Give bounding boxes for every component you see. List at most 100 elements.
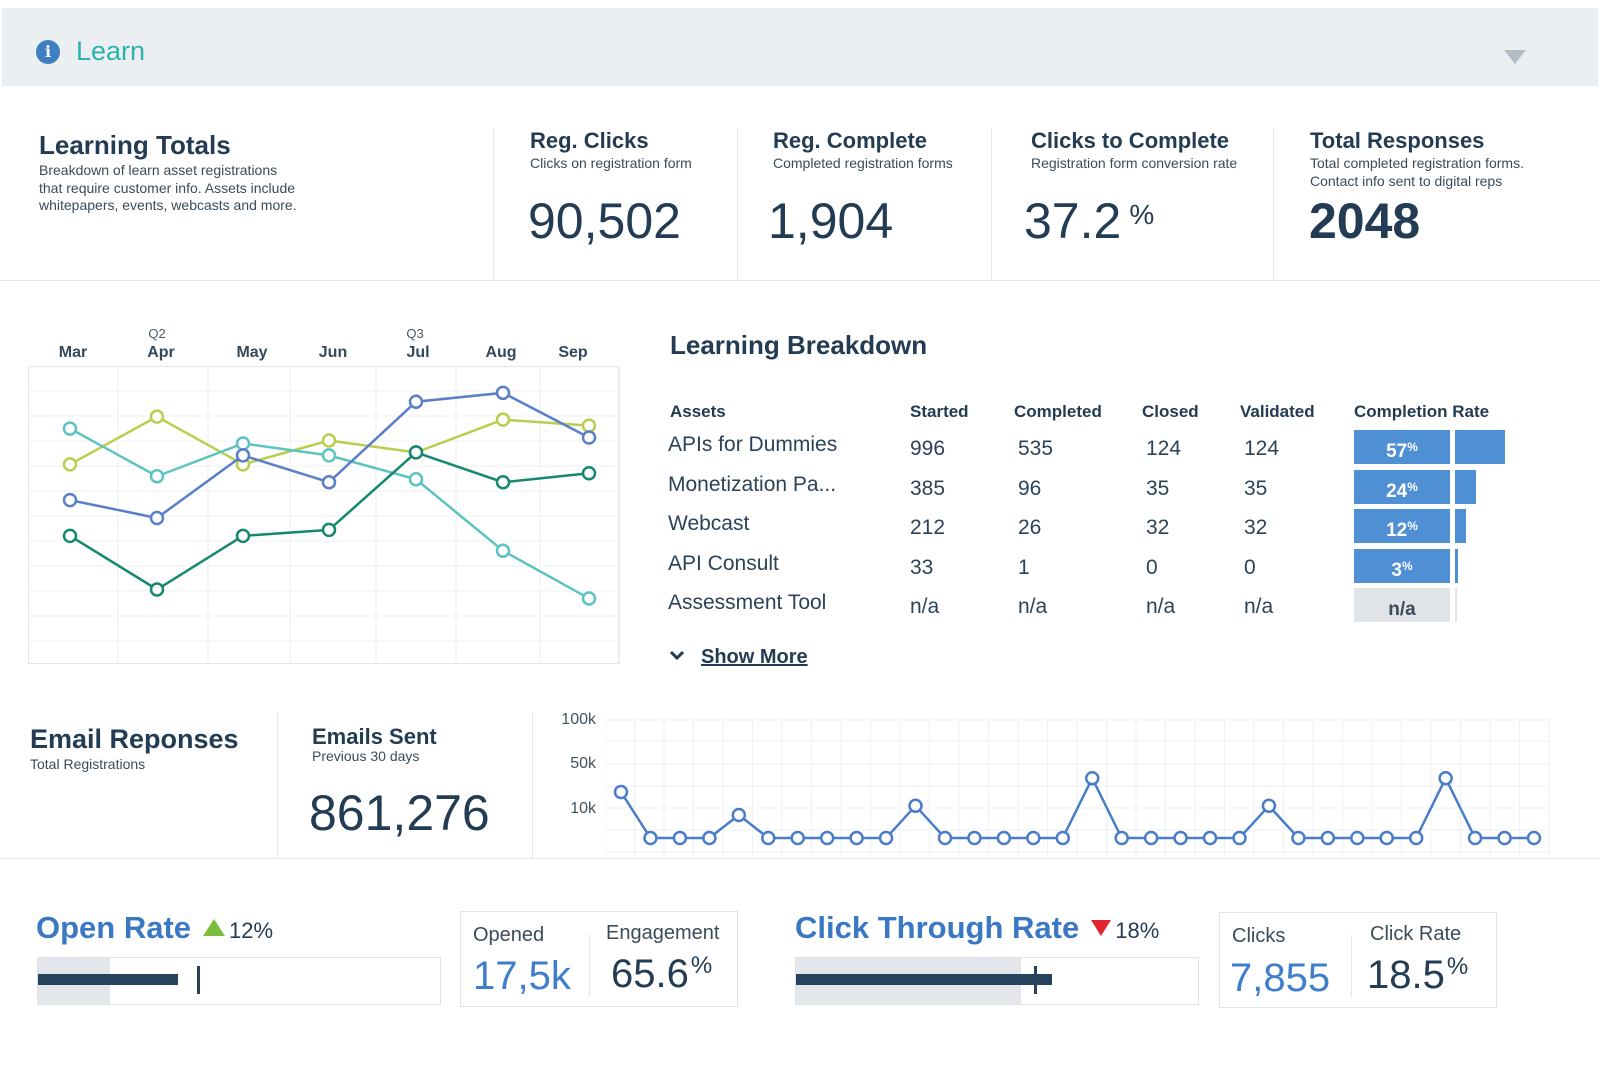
opened-label: Opened bbox=[473, 924, 545, 946]
engagement-label: Engagement bbox=[606, 922, 720, 944]
target-marker bbox=[197, 966, 200, 994]
data-point bbox=[878, 830, 894, 846]
data-point bbox=[235, 528, 251, 544]
data-point bbox=[1202, 830, 1218, 846]
data-point bbox=[790, 830, 805, 846]
email-subtitle: Total Registrations bbox=[30, 756, 146, 772]
completion-rate-label: n/a bbox=[1354, 588, 1450, 622]
cell-started: 33 bbox=[910, 555, 934, 579]
completion-rate-bar bbox=[1455, 588, 1457, 622]
kpi-title: Reg. Complete bbox=[773, 128, 928, 153]
completion-rate-label: 57% bbox=[1354, 430, 1450, 464]
data-point bbox=[581, 591, 597, 606]
click-rate-value: 18.5% bbox=[1367, 953, 1469, 997]
show-more-link[interactable]: Show More bbox=[701, 646, 808, 668]
kpi-subtitle: Clicks on registration form bbox=[530, 155, 692, 171]
data-point bbox=[1261, 798, 1277, 814]
data-point bbox=[613, 784, 629, 800]
col-header: Completion Rate bbox=[1354, 402, 1490, 421]
completion-rate-bar bbox=[1455, 548, 1458, 583]
completion-rate-bar bbox=[1455, 469, 1477, 504]
data-point bbox=[408, 445, 424, 460]
cell-started: 996 bbox=[910, 437, 946, 460]
clicks-value: 7,855 bbox=[1230, 956, 1331, 1000]
data-point bbox=[1438, 770, 1453, 786]
data-point bbox=[408, 471, 424, 487]
y-tick: 10k bbox=[570, 800, 596, 817]
clicks-label: Clicks bbox=[1232, 925, 1286, 947]
data-point bbox=[149, 409, 165, 424]
data-point bbox=[702, 830, 717, 846]
month-label: Sep bbox=[558, 344, 588, 361]
data-point bbox=[849, 830, 864, 846]
cell-started: n/a bbox=[910, 595, 940, 618]
kpi-value: 2048 bbox=[1309, 193, 1421, 249]
data-point bbox=[235, 448, 251, 463]
cell-completed: 535 bbox=[1018, 437, 1054, 460]
kpi-title: Total Responses bbox=[1310, 128, 1485, 153]
open-rate-bar bbox=[38, 974, 178, 985]
kpi-title: Reg. Clicks bbox=[530, 128, 649, 153]
email-plot bbox=[605, 718, 1550, 856]
data-point bbox=[996, 830, 1012, 846]
opened-value: 17,5k bbox=[473, 954, 571, 998]
page-title: Learn bbox=[76, 36, 146, 66]
asset-name: APIs for Dummies bbox=[668, 433, 838, 456]
data-point bbox=[819, 830, 835, 846]
data-point bbox=[321, 522, 337, 538]
trend-plot bbox=[28, 366, 620, 664]
data-point bbox=[1291, 830, 1306, 846]
cell-closed: 0 bbox=[1146, 555, 1158, 579]
plot-frame bbox=[28, 366, 620, 664]
cell-started: 385 bbox=[910, 476, 946, 500]
learning-totals-description: Breakdown of learn asset registrations t… bbox=[39, 162, 297, 213]
data-point bbox=[321, 433, 337, 448]
cell-closed: 35 bbox=[1146, 476, 1170, 500]
emails-sent-value: 861,276 bbox=[309, 785, 490, 841]
target-marker bbox=[1034, 966, 1037, 994]
data-point bbox=[495, 474, 511, 490]
data-point bbox=[967, 830, 982, 846]
col-header: Assets bbox=[670, 402, 726, 421]
completion-rate-label: 12% bbox=[1354, 509, 1450, 543]
data-point bbox=[321, 448, 337, 463]
data-point bbox=[1350, 830, 1365, 846]
data-point bbox=[908, 798, 923, 814]
month-label: Mar bbox=[58, 344, 88, 361]
data-point bbox=[62, 528, 78, 544]
month-label: Jun bbox=[318, 344, 348, 361]
kpi-subtitle: Total completed registration forms. Cont… bbox=[1310, 155, 1524, 189]
data-point bbox=[149, 469, 165, 484]
chevron-down-icon[interactable] bbox=[670, 648, 684, 662]
data-point bbox=[1497, 830, 1512, 846]
data-point bbox=[62, 421, 78, 436]
learn-header[interactable]: i Learn bbox=[2, 8, 1598, 86]
completion-rate-label: 3% bbox=[1354, 548, 1450, 583]
col-header: Started bbox=[910, 402, 969, 421]
cell-completed: 26 bbox=[1018, 516, 1042, 539]
kpi-subtitle: Registration form conversion rate bbox=[1031, 155, 1238, 171]
cell-completed: n/a bbox=[1018, 595, 1048, 618]
triangle-down-icon[interactable] bbox=[1504, 50, 1526, 64]
completion-rate-label: 24% bbox=[1354, 469, 1450, 504]
ctr-title: Click Through Rate 18% bbox=[795, 910, 1160, 945]
asset-name: Assessment Tool bbox=[668, 591, 827, 614]
quarter-label: Q3 bbox=[406, 326, 424, 341]
info-icon[interactable]: i bbox=[36, 40, 60, 64]
month-label: Jul bbox=[406, 344, 430, 361]
emails-sent-subtitle: Previous 30 days bbox=[312, 748, 420, 764]
asset-name: Monetization Pa... bbox=[668, 472, 837, 496]
cell-validated: 32 bbox=[1244, 516, 1268, 539]
data-point bbox=[1173, 830, 1188, 846]
cell-closed: n/a bbox=[1146, 595, 1176, 618]
ctr-bar bbox=[796, 974, 1052, 985]
data-point bbox=[1408, 830, 1424, 846]
series-line bbox=[69, 451, 590, 591]
cell-validated: 0 bbox=[1244, 555, 1256, 579]
y-tick: 50k bbox=[570, 755, 596, 772]
data-point bbox=[321, 474, 337, 490]
data-point bbox=[1467, 830, 1483, 846]
data-point bbox=[1143, 830, 1159, 846]
data-point bbox=[235, 436, 251, 451]
col-header: Closed bbox=[1142, 402, 1199, 421]
